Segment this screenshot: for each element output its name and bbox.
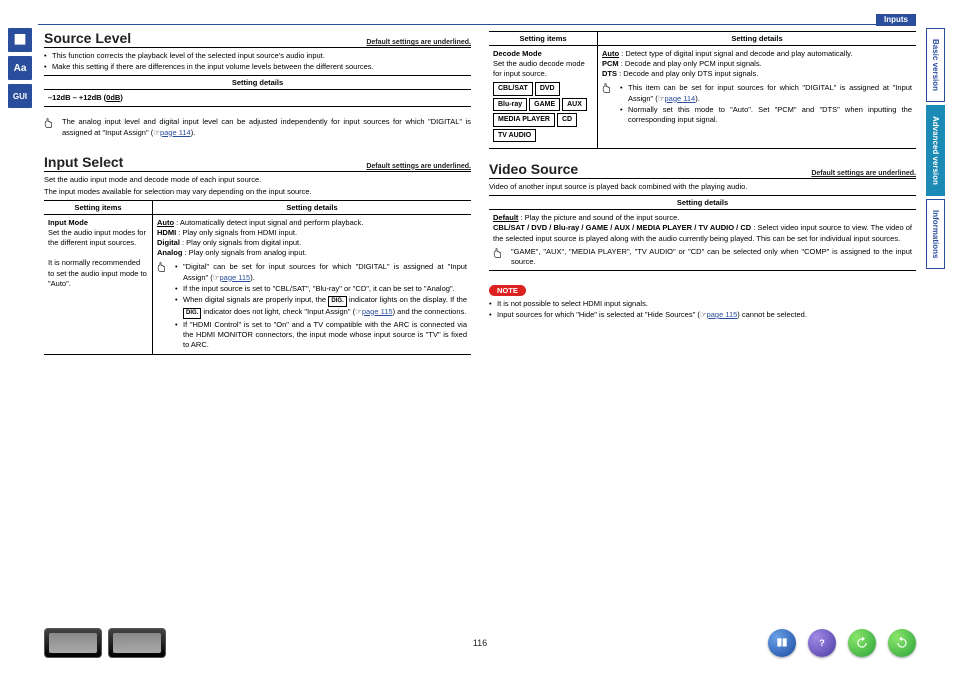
th: Setting details: [489, 196, 916, 210]
bottom-left: [44, 628, 166, 658]
td-items: Decode Mode Set the audio decode mode fo…: [489, 46, 598, 149]
badge: AUX: [562, 98, 587, 111]
hand-icon: [602, 82, 616, 94]
page-ref[interactable]: page 115: [707, 310, 738, 319]
badge: CD: [557, 113, 577, 126]
default-note: Default settings are underlined.: [811, 170, 916, 177]
header-tag: Inputs: [876, 14, 916, 26]
page-ref[interactable]: page 115: [362, 307, 393, 316]
td-details: Auto : Automatically detect input signal…: [153, 214, 472, 354]
remote-icon-2[interactable]: [108, 628, 166, 658]
bullet: Make this setting if there are differenc…: [44, 62, 471, 72]
gui-icon[interactable]: GUI: [8, 84, 32, 108]
side-tabs: Basic version Advanced version Informati…: [926, 28, 946, 272]
range-label: –12dB – +12dB (0dB): [48, 93, 123, 102]
bullet: Input sources for which "Hide" is select…: [489, 310, 916, 320]
title-text: Source Level: [44, 30, 131, 46]
decode-table: Setting items Setting details Decode Mod…: [489, 31, 916, 149]
th-details: Setting details: [153, 200, 472, 214]
remote-icon-1[interactable]: [44, 628, 102, 658]
td: Default : Play the picture and sound of …: [489, 210, 916, 271]
th: Setting details: [44, 76, 471, 90]
title-text: Input Select: [44, 154, 123, 170]
bullet: It is not possible to select HDMI input …: [489, 299, 916, 309]
video-source-table: Setting details Default : Play the pictu…: [489, 195, 916, 271]
intro: The input modes available for selection …: [44, 187, 471, 197]
intro: Set the audio input mode and decode mode…: [44, 175, 471, 185]
title-text: Video Source: [489, 161, 578, 177]
badge: GAME: [529, 98, 560, 111]
td-items: Input Mode Set the audio input modes for…: [44, 214, 153, 354]
page-ref[interactable]: page 115: [220, 273, 251, 282]
header-line: [38, 24, 916, 25]
badge: TV AUDIO: [493, 129, 536, 142]
default-note: Default settings are underlined.: [366, 163, 471, 170]
page-ref[interactable]: page 114: [160, 128, 191, 137]
th-items: Setting items: [489, 32, 598, 46]
content: Source Level Default settings are underl…: [44, 28, 916, 608]
nav-help-icon[interactable]: ?: [808, 629, 836, 657]
td: –12dB – +12dB (0dB): [44, 90, 471, 107]
svg-text:?: ?: [819, 638, 825, 648]
td-details: Auto : Detect type of digital input sign…: [598, 46, 917, 149]
nav-next-icon[interactable]: [888, 629, 916, 657]
page-ref[interactable]: page 114: [665, 94, 696, 103]
badge: DVD: [535, 82, 560, 95]
hand-icon: [44, 117, 58, 129]
nav-prev-icon[interactable]: [848, 629, 876, 657]
tab-info[interactable]: Informations: [926, 199, 945, 269]
intro: Video of another input source is played …: [489, 182, 916, 192]
badge: CBL/SAT: [493, 82, 533, 95]
left-nav-icons: Aa GUI: [8, 28, 34, 112]
source-level-table: Setting details –12dB – +12dB (0dB): [44, 75, 471, 107]
hand-icon: [157, 261, 171, 273]
column-left: Source Level Default settings are underl…: [44, 28, 471, 608]
default-note: Default settings are underlined.: [366, 39, 471, 46]
tab-advanced[interactable]: Advanced version: [926, 105, 945, 196]
input-select-table: Setting items Setting details Input Mode…: [44, 200, 471, 355]
top-bar: Inputs: [38, 14, 916, 26]
bottom-bar: 116 ?: [44, 625, 916, 661]
tab-basic[interactable]: Basic version: [926, 28, 945, 102]
badge: MEDIA PLAYER: [493, 113, 555, 126]
bullet: This function corrects the playback leve…: [44, 51, 471, 61]
badge: Blu-ray: [493, 98, 527, 111]
aa-icon[interactable]: Aa: [8, 56, 32, 80]
page-number: 116: [473, 638, 487, 648]
hand-note: The analog input level and digital input…: [44, 117, 471, 137]
section-input-select-title: Input Select Default settings are underl…: [44, 154, 471, 172]
note-tag: NOTE: [489, 285, 526, 296]
hand-icon: [493, 247, 507, 259]
section-source-level-title: Source Level Default settings are underl…: [44, 30, 471, 48]
bottom-right: ?: [768, 629, 916, 657]
th-details: Setting details: [598, 32, 917, 46]
th-items: Setting items: [44, 200, 153, 214]
section-video-source-title: Video Source Default settings are underl…: [489, 161, 916, 179]
nav-book-icon[interactable]: [768, 629, 796, 657]
column-right: Setting items Setting details Decode Mod…: [489, 28, 916, 608]
badge-row: CBL/SAT DVD Blu-ray GAME AUX MEDIA PLAYE…: [493, 82, 593, 142]
page: Inputs Aa GUI Basic version Advanced ver…: [0, 0, 954, 675]
book-icon[interactable]: [8, 28, 32, 52]
